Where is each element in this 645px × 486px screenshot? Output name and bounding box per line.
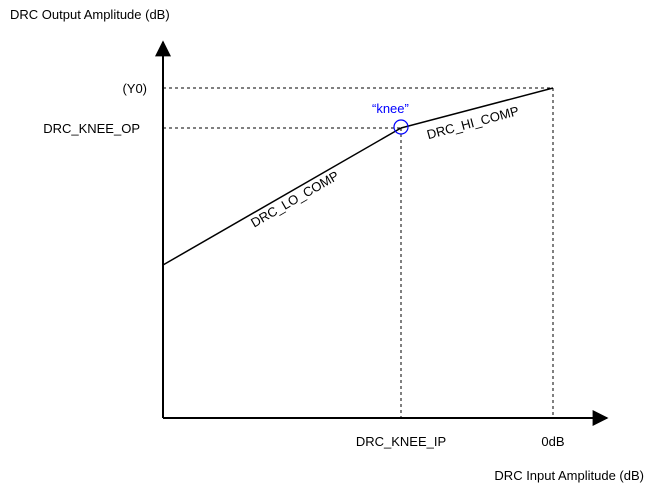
y-axis-title: DRC Output Amplitude (dB) [10,7,170,22]
knee-label: “knee” [372,101,409,116]
knee-op-label: DRC_KNEE_OP [43,121,140,136]
knee-ip-label: DRC_KNEE_IP [356,434,446,449]
y0-label: (Y0) [122,81,147,96]
x-axis-title: DRC Input Amplitude (dB) [494,468,644,483]
hi-comp-segment [400,87,554,129]
knee-marker [393,119,409,135]
lo-comp-segment [162,127,402,266]
zero-db-label: 0dB [541,434,564,449]
lo-comp-label: DRC_LO_COMP [248,168,341,230]
